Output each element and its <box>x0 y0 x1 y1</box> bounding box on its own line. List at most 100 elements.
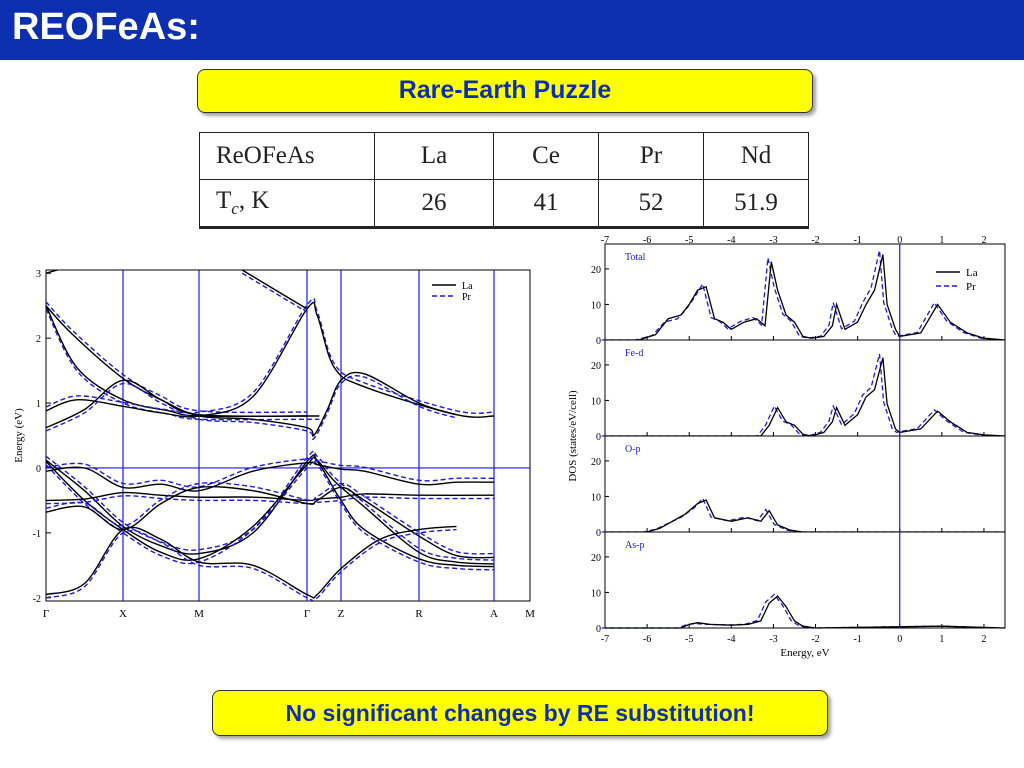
band-line-pr <box>46 482 495 555</box>
dos-curve-la <box>605 595 1006 629</box>
legend-label: Pr <box>462 292 472 303</box>
x-tick-label: -5 <box>685 634 693 645</box>
k-point-label: M <box>525 608 535 620</box>
band-line-la <box>46 461 495 492</box>
x-tick-label: -1 <box>853 634 861 645</box>
legend-label: La <box>462 281 473 292</box>
x-tick-label: 1 <box>939 634 944 645</box>
y-tick-label: 20 <box>591 457 601 468</box>
title-bar: REOFeAs: <box>0 0 1024 60</box>
band-line-pr <box>46 270 47 271</box>
k-point-label: Z <box>338 608 345 620</box>
tc-subscript: c <box>231 199 239 218</box>
band-line-pr <box>46 308 320 421</box>
dos-panel-frame <box>604 435 1006 533</box>
x-tick-label: -3 <box>769 634 777 645</box>
x-tick-label: -7 <box>601 634 609 645</box>
tc-row-label: Tc, K <box>199 179 375 229</box>
band-plot-frame <box>45 269 531 602</box>
x-tick-label: -4 <box>727 634 735 645</box>
dos-chart: -7 -7 -6 -6 -5 -5 -4 -4 -3 -3 -2 -2 -1 -1 0 0 1 1 2 2 20 10 0 T… <box>567 235 1006 659</box>
top-x-tick-label: -4 <box>727 235 735 246</box>
y-tick-label: -2 <box>33 594 41 605</box>
top-x-tick-label: -3 <box>769 235 777 246</box>
tc-table: ReOFeAs La Ce Pr Nd Tc, K 26 41 52 51.9 <box>199 132 809 229</box>
table-cell: 41 <box>493 179 599 229</box>
k-point-label: X <box>119 608 127 620</box>
band-line-pr <box>46 450 495 561</box>
x-tick-label: -6 <box>643 634 651 645</box>
y-tick-label: 3 <box>36 269 41 280</box>
k-point-label: M <box>194 608 204 620</box>
conclusion-callout: No significant changes by RE substitutio… <box>212 690 828 736</box>
table-header-cell: Ce <box>493 132 599 180</box>
y-axis-label: DOS (states/eV/cell) <box>567 390 579 482</box>
band-line-pr <box>46 374 457 441</box>
band-lines <box>46 270 495 601</box>
top-x-tick-label: -2 <box>811 235 819 246</box>
band-line-la <box>241 270 308 310</box>
tc-symbol: T <box>216 187 232 214</box>
y-tick-label: 20 <box>591 265 601 276</box>
tc-unit: , K <box>238 187 270 214</box>
band-line-la <box>46 270 58 274</box>
table-header-cell: La <box>374 132 494 180</box>
k-point-label: R <box>415 608 423 620</box>
table-header-row: ReOFeAs La Ce Pr Nd <box>199 132 809 180</box>
y-tick-label: 0 <box>596 528 601 539</box>
y-tick-label: 10 <box>591 396 601 407</box>
y-tick-label: 10 <box>591 588 601 599</box>
y-tick-label: 2 <box>36 334 41 345</box>
band-line-pr <box>241 272 308 313</box>
subtitle-callout: Rare-Earth Puzzle <box>197 69 813 113</box>
y-tick-label: -1 <box>33 529 41 540</box>
top-x-tick-label: -1 <box>853 235 861 246</box>
top-x-tick-label: -6 <box>643 235 651 246</box>
y-tick-label: 10 <box>591 492 601 503</box>
y-axis-label: Energy (eV) <box>13 408 25 463</box>
y-tick-label: 10 <box>591 300 601 311</box>
band-line-pr <box>46 495 495 505</box>
table-header-cell: ReOFeAs <box>199 132 375 180</box>
x-axis-label: Energy, eV <box>780 647 829 659</box>
top-x-tick-label: -7 <box>601 235 609 246</box>
dos-panel-name: O-p <box>625 444 641 455</box>
band-line-pr <box>46 528 457 601</box>
band-line-pr <box>46 457 495 488</box>
table-cell: 51.9 <box>703 179 809 229</box>
band-line-la <box>46 301 495 418</box>
y-tick-label: 20 <box>591 361 601 372</box>
k-point-label: Γ <box>304 608 310 620</box>
legend-label: Pr <box>966 281 976 293</box>
dos-panel-name: As-p <box>625 540 644 551</box>
dos-curve-la <box>605 499 1005 533</box>
table-cell: 26 <box>374 179 494 229</box>
dos-panel-frame <box>604 243 1006 341</box>
dos-panel-frame <box>604 531 1006 629</box>
table-header-cell: Pr <box>598 132 704 180</box>
dos-curve-la <box>605 357 1006 437</box>
band-line-la <box>46 525 457 599</box>
y-tick-label: 20 <box>591 553 601 564</box>
band-line-pr <box>46 459 495 571</box>
y-tick-label: 0 <box>36 464 41 475</box>
x-tick-label: 2 <box>981 634 986 645</box>
x-tick-label: -2 <box>811 634 819 645</box>
k-point-label: A <box>490 608 498 620</box>
band-line-la <box>46 371 457 437</box>
top-x-tick-label: 2 <box>981 235 986 246</box>
dos-panel-name: Total <box>625 252 646 263</box>
x-tick-label: 0 <box>897 634 902 645</box>
top-x-tick-label: -5 <box>685 235 693 246</box>
top-x-tick-label: 1 <box>939 235 944 246</box>
slide-title: REOFeAs: <box>12 6 200 48</box>
dos-panel-name: Fe-d <box>625 348 643 359</box>
top-x-tick-label: 0 <box>897 235 902 246</box>
y-tick-label: 0 <box>596 432 601 443</box>
table-header-cell: Nd <box>703 132 809 180</box>
band-line-pr <box>46 297 495 415</box>
y-tick-label: 1 <box>36 399 41 410</box>
y-tick-label: 0 <box>596 336 601 347</box>
table-row: Tc, K 26 41 52 51.9 <box>199 179 809 229</box>
band-line-la <box>46 305 320 418</box>
